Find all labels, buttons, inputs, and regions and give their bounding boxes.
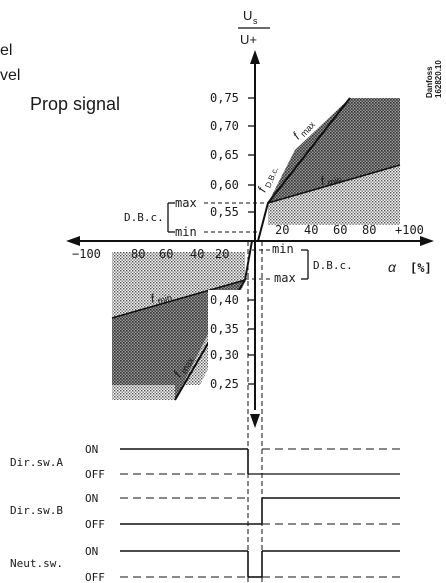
x-tick-pos-40: 40 bbox=[304, 223, 318, 237]
deadband-upper-min: min bbox=[175, 225, 197, 239]
deadband-lower-bracket bbox=[245, 249, 309, 280]
upper-region-dots bbox=[268, 165, 400, 225]
switch-a-on-label: ON bbox=[85, 443, 98, 456]
y-tick-0-40: 0,40 bbox=[210, 293, 239, 307]
switch-a-timing bbox=[120, 448, 400, 475]
y-tick-0-35: 0,35 bbox=[210, 322, 239, 336]
switch-b-off-label: OFF bbox=[85, 518, 105, 531]
x-tick-neg-20: 20 bbox=[215, 247, 229, 261]
neutral-switch-timing bbox=[120, 550, 400, 578]
y-tick-0-75: 0,75 bbox=[210, 91, 239, 105]
y-axis-arrow-down bbox=[250, 414, 260, 428]
header-partial-line1: el bbox=[0, 42, 12, 59]
switch-a-name: Dir.sw.A bbox=[10, 456, 63, 469]
svg-text:162820.10: 162820.10 bbox=[434, 60, 443, 98]
y-tick-0-30: 0,30 bbox=[210, 348, 239, 362]
y-tick-0-60: 0,60 bbox=[210, 178, 239, 192]
svg-text:min: min bbox=[326, 174, 343, 188]
fmax-line-upper bbox=[267, 97, 351, 204]
y-tick-0-25: 0,25 bbox=[210, 377, 239, 391]
x-ticks-positive: 20 40 60 80 +100 bbox=[275, 223, 424, 237]
x-ticks-negative: −100 80 60 40 20 bbox=[72, 247, 229, 261]
y-tick-0-70: 0,70 bbox=[210, 119, 239, 133]
x-axis-arrow-right bbox=[420, 236, 434, 246]
neutral-switch-name: Neut.sw. bbox=[10, 557, 63, 570]
switch-b-name: Dir.sw.B bbox=[10, 504, 63, 517]
switch-b-on-label: ON bbox=[85, 492, 98, 505]
x-tick-neg-100: −100 bbox=[72, 247, 101, 261]
x-axis-label: α bbox=[388, 259, 397, 275]
x-tick-neg-40: 40 bbox=[190, 247, 204, 261]
signal-title: Prop signal bbox=[30, 94, 120, 114]
deadband-lower-label: D.B.c. bbox=[313, 259, 353, 272]
y-label-top: U bbox=[243, 8, 252, 23]
fmin-line-lower bbox=[111, 279, 246, 319]
x-tick-pos-60: 60 bbox=[333, 223, 347, 237]
dbc-slope-line-upper bbox=[257, 202, 269, 242]
watermark: Danfoss 162820.10 bbox=[425, 60, 443, 98]
svg-text:f: f bbox=[255, 184, 270, 194]
header-partial-line2: vel bbox=[0, 67, 20, 84]
y-ticks-lower: 0,40 0,35 0,30 0,25 bbox=[208, 290, 255, 391]
deadband-upper-max: max bbox=[175, 196, 197, 210]
svg-text:min: min bbox=[156, 292, 173, 306]
y-label-bottom: U+ bbox=[240, 32, 257, 47]
upper-region-dense bbox=[268, 98, 400, 203]
label-fmin-upper: f min bbox=[319, 173, 343, 188]
y-axis-arrow-up bbox=[250, 50, 260, 64]
deadband-lower-min: min bbox=[272, 242, 294, 256]
deadband-upper-label: D.B.c. bbox=[124, 211, 164, 224]
y-label-top-sub: s bbox=[253, 16, 258, 26]
x-tick-pos-80: 80 bbox=[362, 223, 376, 237]
svg-text:Danfoss: Danfoss bbox=[425, 66, 434, 98]
svg-text:f: f bbox=[319, 173, 328, 188]
lower-region-dots bbox=[112, 318, 175, 400]
svg-text:f: f bbox=[149, 291, 158, 306]
y-tick-0-65: 0,65 bbox=[210, 148, 239, 162]
switch-a-off-label: OFF bbox=[85, 468, 105, 481]
deadband-upper-bracket bbox=[167, 202, 268, 233]
neutral-switch-on-label: ON bbox=[85, 545, 98, 558]
x-tick-pos-20: 20 bbox=[275, 223, 289, 237]
x-tick-pos-100: +100 bbox=[395, 223, 424, 237]
y-ticks-upper: 0,75 0,70 0,65 0,60 0,55 bbox=[210, 91, 255, 219]
x-axis-unit: [%] bbox=[410, 261, 432, 275]
svg-text:f: f bbox=[170, 368, 185, 379]
x-tick-neg-80: 80 bbox=[131, 247, 145, 261]
label-fmin-lower: f min bbox=[149, 291, 173, 306]
x-tick-neg-60: 60 bbox=[159, 247, 173, 261]
deadband-lower-max: max bbox=[274, 271, 296, 285]
fmin-line-upper bbox=[267, 164, 401, 204]
y-tick-0-55: 0,55 bbox=[210, 205, 239, 219]
x-axis-arrow-left bbox=[66, 236, 80, 246]
switch-b-timing bbox=[120, 497, 400, 525]
neutral-switch-off-label: OFF bbox=[85, 571, 105, 583]
